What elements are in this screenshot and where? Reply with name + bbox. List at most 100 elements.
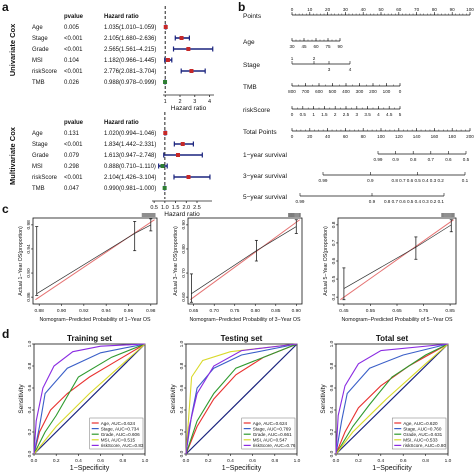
calibration-y-tick-label: 0.6 (331, 257, 337, 264)
forest-row-name: Grade (32, 153, 49, 159)
nomogram-tick-label: 90 (450, 7, 456, 12)
forest-point-estimate (165, 58, 170, 62)
forest-axis-label: Hazard ratio (164, 211, 200, 218)
calibration-x-tick-label: 0.65 (189, 308, 199, 314)
forest-point-estimate (189, 69, 194, 73)
roc-y-tick-label: 1.0 (329, 340, 335, 347)
forest-row-name: MSI (32, 58, 43, 64)
calibration-y-tick-label: 0.7 (331, 239, 337, 246)
forest-row-hr: 2.565(1.561–4.215) (104, 47, 156, 53)
roc-legend-label: Age, AUC=0.620 (403, 421, 438, 426)
calibration-x-tick-label: 0.45 (339, 308, 349, 314)
nomogram-tick-label: 0.5 (463, 157, 470, 162)
nomogram-tick-label: 4 (377, 112, 380, 117)
roc-plot-frame (185, 343, 298, 455)
roc-x-tick-label: 0.0 (31, 458, 38, 464)
forest-tick-label: 4 (208, 99, 211, 105)
nomogram-tick-label: 0.99 (319, 178, 328, 183)
calibration-x-tick-label: 0.85 (271, 308, 281, 314)
calibration-y-tick-label: 0.60 (181, 292, 187, 302)
roc-x-tick-label: 0.8 (119, 458, 126, 464)
forest-row-pvalue: <0.001 (64, 142, 83, 148)
nomogram-tick-label: 600 (315, 89, 323, 94)
roc-plot-frame (335, 343, 449, 455)
calibration-x-label: Nomogram−Predicted Probability of 1−Year… (39, 317, 151, 323)
roc-curve-riskscore (33, 343, 146, 455)
forest-row-name: TMB (32, 80, 45, 86)
forest-row-hr: 1.182(0.966–1.445) (104, 58, 156, 64)
calibration-x-tick-label: 0.65 (392, 308, 402, 314)
forest-point-estimate (160, 164, 165, 168)
forest-row-pvalue: 0.047 (64, 186, 80, 192)
roc-y-tick-label: 0.4 (27, 406, 33, 413)
nomogram-row-label: TMB (243, 84, 257, 91)
roc-x-label: 1−Specificity (70, 465, 110, 472)
roc-legend-label: riskScore, AUC=0.76 (253, 443, 296, 448)
forest-point-estimate (179, 36, 184, 40)
nomogram-tick-label: 60 (313, 44, 319, 49)
roc-curve-riskscore (185, 343, 298, 455)
nomogram-tick-label: 700 (302, 89, 310, 94)
roc-x-tick-label: 1.0 (445, 458, 452, 464)
roc-panel-title: Testing set (221, 334, 263, 343)
forest-row-name: TMB (32, 186, 45, 192)
forest-row-hr: 0.990(0.981–1.000) (104, 186, 156, 192)
nomogram-tick-label: 0.7 (428, 157, 435, 162)
roc-diagonal-line (33, 343, 146, 455)
nomogram-tick-label: 4 (349, 67, 352, 72)
forest-point-estimate (180, 142, 185, 146)
nomogram-tick-label: 300 (356, 89, 364, 94)
forest-row-hr: 1.613(0.947–2.748) (104, 153, 156, 159)
roc-y-tick-label: 0.6 (179, 384, 185, 391)
roc-curve-stage (33, 343, 146, 455)
forest-row-name: riskScore (32, 69, 58, 75)
roc-diagonal-line (185, 343, 298, 455)
nomogram-tick-label: 75 (325, 44, 331, 49)
forest-row-name: Age (32, 25, 43, 31)
forest-row-hr: 0.988(0.978–0.999) (104, 80, 156, 86)
roc-x-tick-label: 1.0 (142, 458, 149, 464)
roc-x-tick-label: 0.6 (249, 458, 256, 464)
nomogram-tick-label: 0.99 (374, 157, 383, 162)
calibration-y-label: Actual 3−Year OS(proportion) (173, 226, 179, 296)
roc-x-label: 1−Specificity (222, 465, 262, 472)
forest-row-hr: 1.035(1.010–1.059) (104, 25, 156, 31)
nomogram-tick-label: 500 (329, 89, 337, 94)
calibration-x-label: Nomogram−Predicted Probability of 5−Year… (341, 317, 453, 323)
roc-x-tick-label: 0.6 (400, 458, 407, 464)
forest-point-estimate (163, 25, 168, 29)
roc-curve-grade (33, 343, 146, 455)
nomogram-tick-label: 3.5 (364, 112, 371, 117)
forest-row-pvalue: 0.298 (64, 164, 80, 170)
nomogram-tick-label: 0.8 0.7 0.6 0.5 0.4 0.3 0.2 0.1 (384, 199, 444, 204)
forest-row-hr: 2.104(1.426–3.104) (104, 175, 156, 181)
nomogram-row-label: 1−year survival (243, 152, 287, 159)
roc-y-tick-label: 0.8 (179, 362, 185, 369)
roc-x-tick-label: 0.4 (75, 458, 82, 464)
forest-tick-label: 1.0 (161, 205, 169, 211)
nomogram-tick-label: 0.1 (462, 178, 469, 183)
calibration-observed-line (36, 224, 151, 294)
roc-legend-label: MSI, AUC=0.547 (253, 438, 288, 443)
nomogram-tick-label: 0.9 (369, 199, 376, 204)
forest-point-estimate (163, 80, 168, 84)
forest-row-hr: 0.888(0.710–1.110) (104, 164, 156, 170)
roc-legend-label: Grade, AUC=0.661 (253, 432, 292, 437)
roc-y-tick-label: 0.6 (329, 384, 335, 391)
nomogram-tick-label: 80 (361, 134, 367, 139)
calibration-x-tick-label: 0.75 (230, 308, 240, 314)
calibration-y-tick-label: 0.90 (181, 220, 187, 230)
calibration-y-tick-label: 0.8 (331, 221, 337, 228)
calibration-y-label: Actual 1−Year OS(proportion) (18, 226, 24, 296)
roc-legend-label: Stage, AUC=0.734 (101, 426, 140, 431)
forest-row-pvalue: 0.131 (64, 131, 80, 137)
forest-col-pvalue: pvalue (64, 14, 84, 20)
calibration-y-tick-label: 0.80 (181, 244, 187, 254)
nomogram-tick-label: 40 (361, 7, 367, 12)
nomogram-tick-label: 3 (356, 112, 359, 117)
nomogram-tick-label: 180 (448, 134, 456, 139)
calibration-y-label: Actual 5−Year OS(proportion) (323, 226, 329, 296)
calibration-x-tick-label: 0.96 (124, 308, 134, 314)
nomogram-tick-label: 0.9 (392, 157, 399, 162)
roc-x-tick-label: 0.2 (205, 458, 212, 464)
